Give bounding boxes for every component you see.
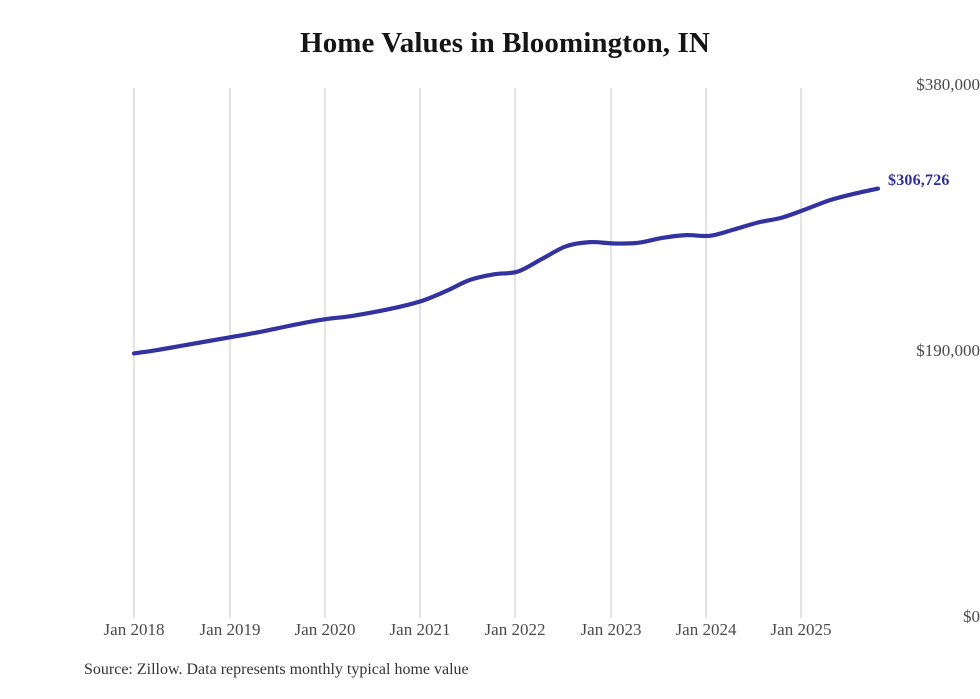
- x-axis-tick-jan-2018: Jan 2018: [103, 620, 165, 639]
- y-axis-tick-bottom: $0: [963, 607, 980, 626]
- x-axis-tick-jan-2024: Jan 2024: [675, 620, 737, 639]
- chart-title: Home Values in Bloomington, IN: [300, 27, 710, 59]
- x-axis-tick-jan-2021: Jan 2021: [389, 620, 451, 639]
- x-axis-tick-jan-2022: Jan 2022: [484, 620, 546, 639]
- series-line-typical-home-value: [131, 186, 881, 356]
- x-axis-tick-jan-2019: Jan 2019: [199, 620, 261, 639]
- x-axis-tick-jan-2020: Jan 2020: [294, 620, 356, 639]
- source-note: Source: Zillow. Data represents monthly …: [84, 661, 469, 678]
- gridlines-group: [133, 88, 802, 618]
- x-axis-tick-jan-2025: Jan 2025: [770, 620, 832, 639]
- y-axis-tick-top: $380,000: [916, 75, 980, 94]
- x-axis-tick-jan-2023: Jan 2023: [580, 620, 642, 639]
- y-axis-tick-mid: $190,000: [916, 341, 980, 360]
- end-point-value-label: $306,726: [888, 172, 950, 189]
